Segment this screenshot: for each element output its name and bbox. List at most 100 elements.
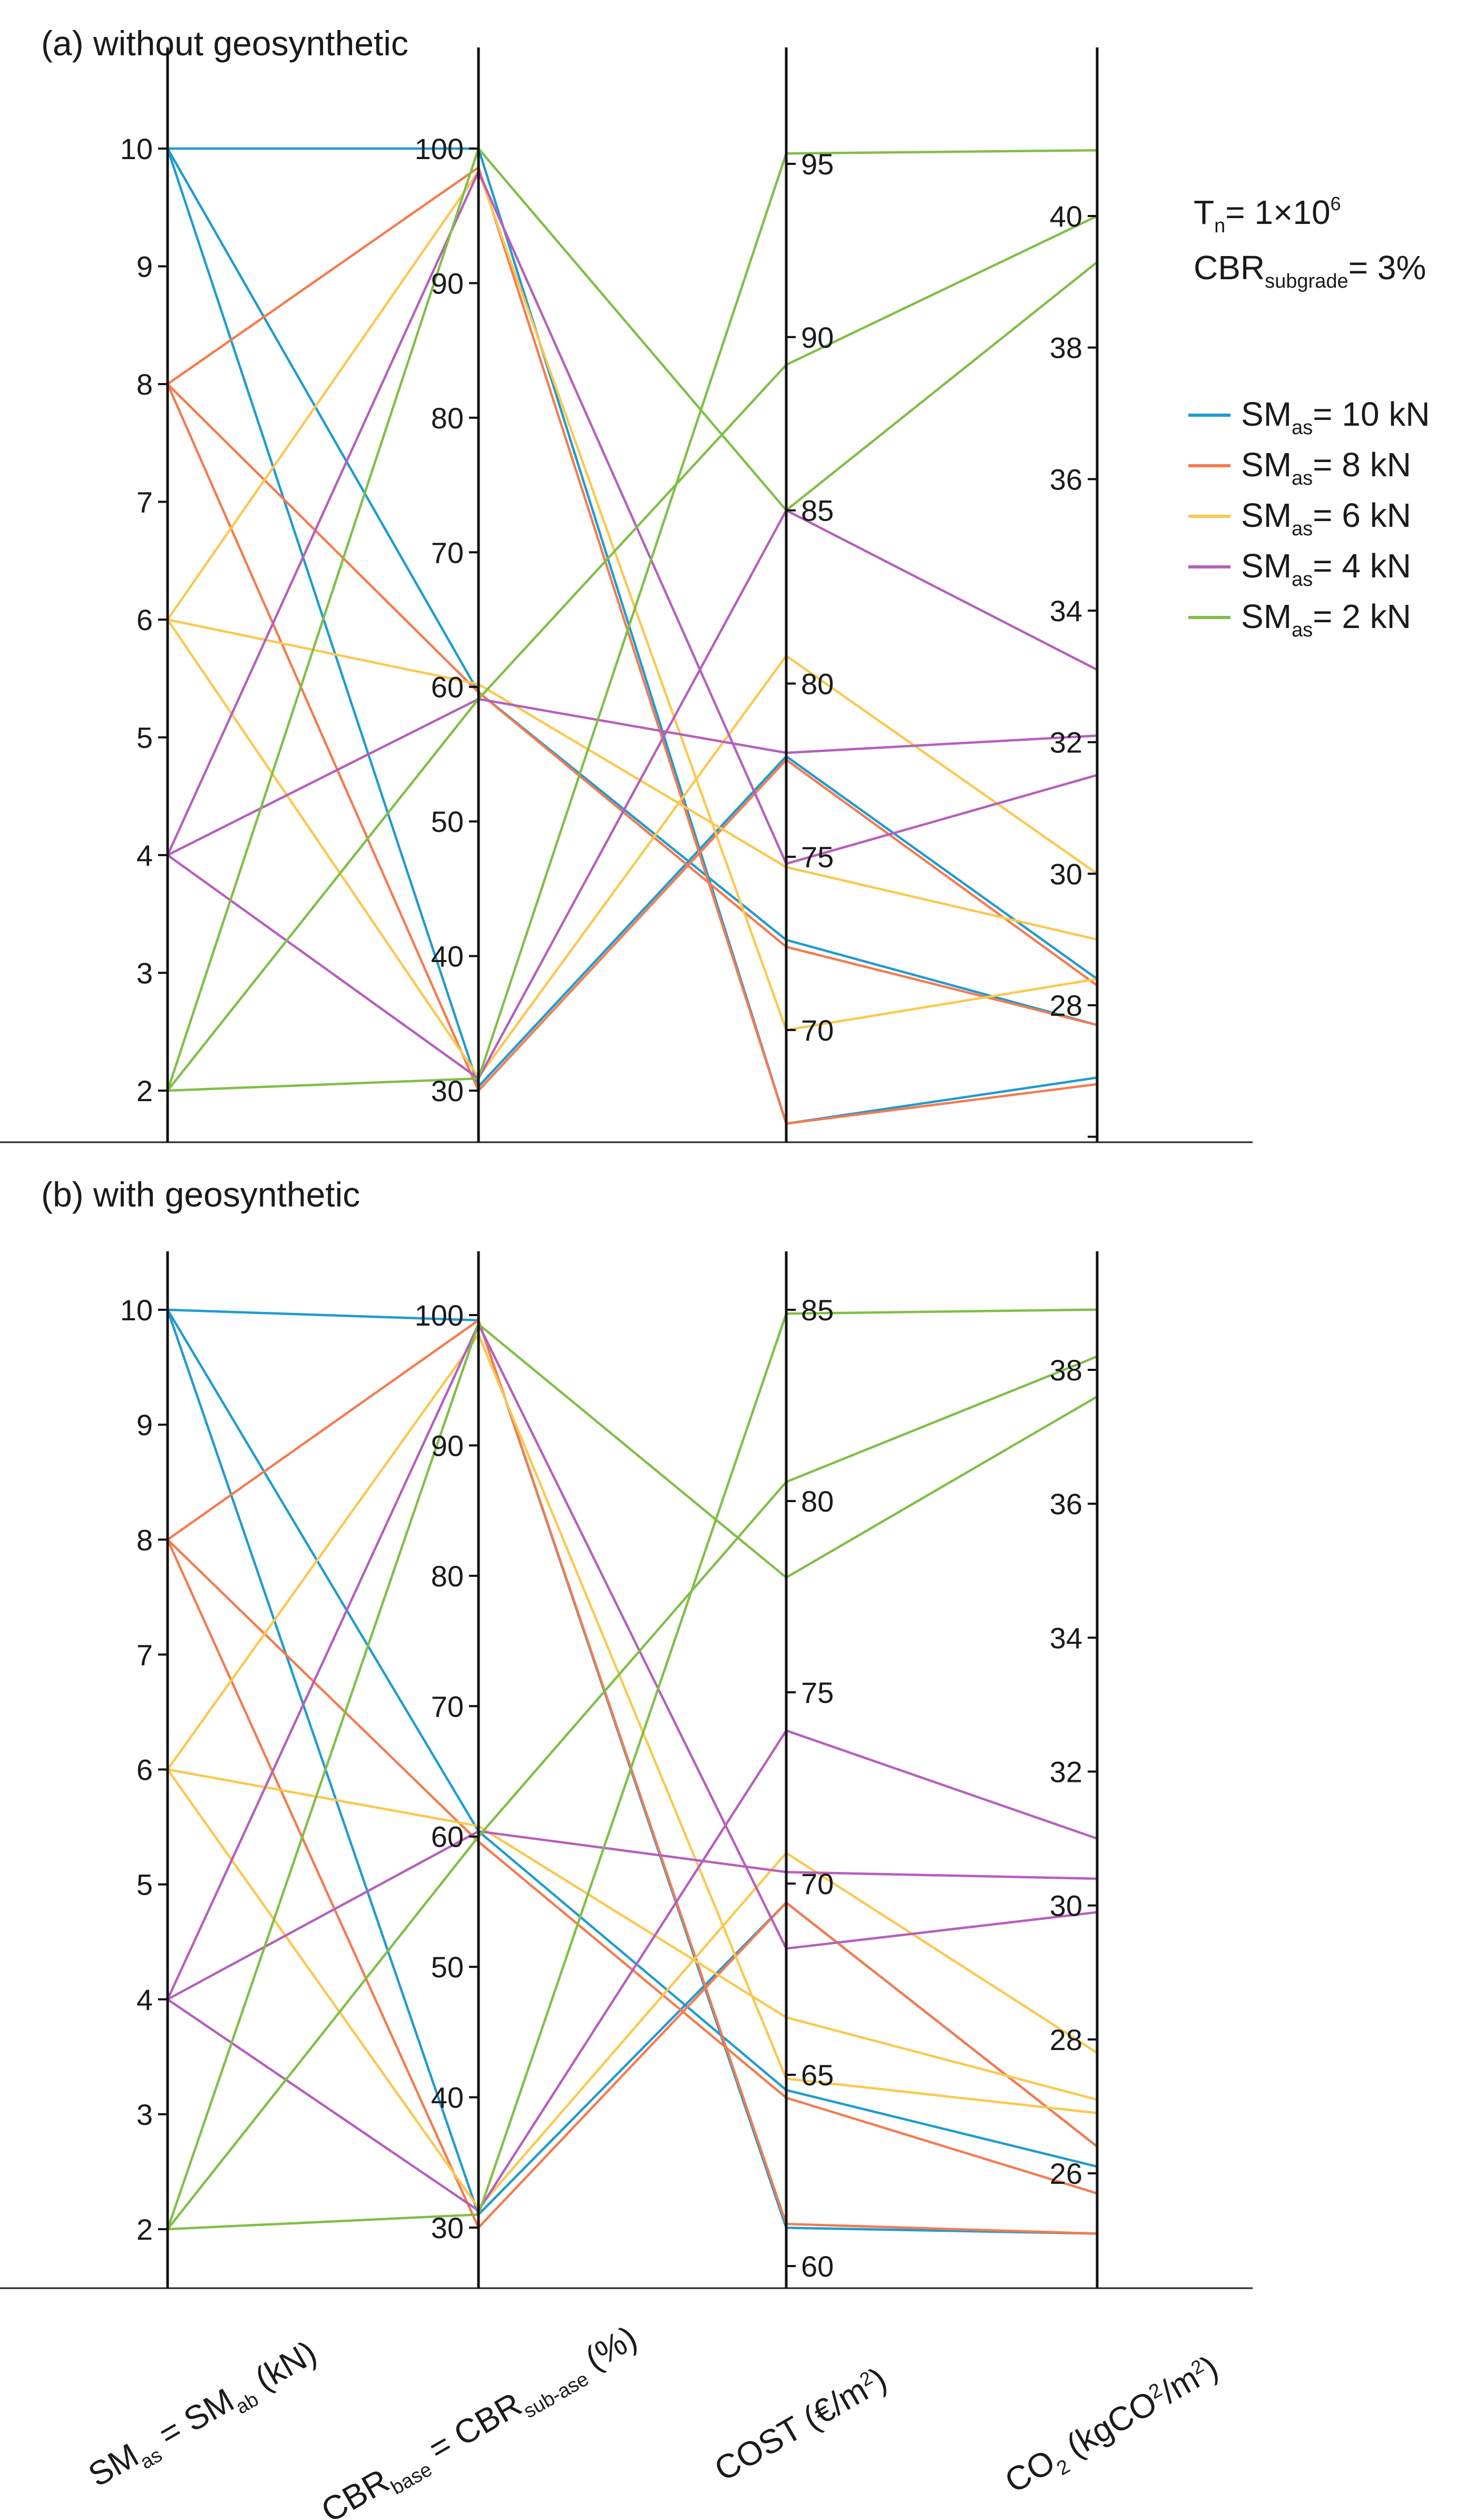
tick-label: 60 — [431, 1820, 464, 1854]
tick-label: 50 — [431, 805, 464, 838]
series-line — [166, 147, 1098, 1091]
tick-label: 36 — [1050, 463, 1082, 496]
tick-label: 32 — [1050, 1756, 1082, 1789]
tick-label: 2 — [136, 2213, 153, 2246]
tick-label: 10 — [120, 132, 153, 165]
tick-label: 60 — [431, 671, 464, 704]
legend-label: SMas= 2 kN — [1241, 597, 1411, 641]
tick-label: 40 — [1050, 200, 1082, 233]
tick-label: 26 — [1050, 2157, 1082, 2190]
tick-label: 90 — [431, 1429, 464, 1462]
tick-label: 70 — [431, 536, 464, 569]
tick-label: 9 — [136, 250, 153, 283]
tick-label: 38 — [1050, 1354, 1082, 1387]
series-line — [167, 383, 1098, 1026]
tick-label: 80 — [431, 401, 464, 435]
series-line — [166, 1323, 1098, 2000]
series-line — [167, 1319, 1098, 2235]
series-line — [168, 147, 1098, 1125]
annotation-tn: Tn= 1×106 — [1194, 193, 1341, 237]
series-line — [166, 1323, 1098, 2230]
tick-label: 28 — [1050, 2023, 1082, 2056]
axis-sm: 10 9 8 7 6 5 4 3 2 — [120, 1251, 169, 2288]
series-line — [167, 170, 1098, 1032]
legend-item: SMas= 2 kN — [1188, 597, 1411, 641]
tick-label: 36 — [1050, 1487, 1082, 1521]
legend-label: SMas= 4 kN — [1241, 547, 1411, 591]
series-line — [167, 698, 1098, 857]
legend-label: SMas= 6 kN — [1241, 496, 1411, 540]
tick-label: 4 — [136, 1983, 153, 2016]
tick-label: 32 — [1050, 726, 1082, 759]
series-line — [167, 166, 1098, 1125]
tick-label: 60 — [801, 2250, 834, 2283]
axis-co2: 40 38 36 34 32 30 28 — [1050, 47, 1099, 1142]
panel-title: (b) with geosynthetic — [41, 1175, 360, 1214]
axis-title-co2: CO2 (kgCO2/m2) — [999, 2348, 1227, 2505]
panel-title: (a) without geosynthetic — [41, 24, 408, 63]
series-line — [166, 170, 1098, 865]
axis-titles: SMas = SMab (kN)CBRbase = CBRsub-ase (%)… — [82, 2318, 1227, 2520]
tick-label: 80 — [801, 667, 834, 700]
legend-item: SMas= 4 kN — [1188, 547, 1411, 591]
series-line — [167, 1729, 1098, 2212]
tick-label: 30 — [1050, 1889, 1082, 1923]
series-line — [167, 1830, 1098, 2001]
series-line — [166, 1539, 1098, 2229]
tick-label: 10 — [120, 1293, 153, 1327]
panel-a: (a) without geosynthetic1098765432100908… — [0, 24, 1253, 1143]
axis-cbr: 100 90 80 70 60 50 40 30 — [415, 1251, 480, 2288]
tick-label: 90 — [801, 321, 834, 354]
series-line — [167, 618, 1098, 941]
series-line — [167, 1768, 1098, 2101]
tick-label: 70 — [801, 1014, 834, 1047]
tick-label: 6 — [136, 1753, 153, 1787]
tick-label: 30 — [431, 1074, 464, 1107]
tick-label: 38 — [1050, 331, 1082, 365]
series-lines — [166, 1308, 1098, 2235]
tick-label: 70 — [801, 1867, 834, 1900]
legend-label: SMas= 8 kN — [1241, 446, 1411, 489]
axis-title-cbr: CBRbase = CBRsub-ase (%) — [315, 2318, 646, 2520]
series-line — [166, 384, 1098, 1092]
axis-title-cost: COST (€/m2) — [708, 2360, 893, 2488]
legend-item: SMas= 10 kN — [1188, 395, 1430, 439]
series-line — [167, 148, 1098, 1026]
panel-b: (b) with geosynthetic1098765432100908070… — [0, 1175, 1253, 2289]
axis-title-sm: SMas = SMab (kN) — [82, 2333, 326, 2499]
legend-label: SMas= 10 kN — [1241, 395, 1430, 439]
series-line — [167, 214, 1098, 1092]
tick-label: 8 — [136, 1523, 153, 1556]
tick-label: 95 — [801, 148, 834, 181]
series-lines — [166, 147, 1098, 1125]
tick-label: 75 — [801, 1676, 834, 1709]
tick-label: 9 — [136, 1408, 153, 1442]
tick-label: 85 — [801, 1293, 834, 1327]
tick-label: 5 — [136, 721, 153, 754]
tick-label: 80 — [801, 1485, 834, 1518]
legend-item: SMas= 8 kN — [1188, 446, 1411, 489]
series-line — [167, 619, 1098, 1078]
annotation-cbr-subgrade: CBRsubgrade= 3% — [1194, 249, 1426, 292]
tick-label: 28 — [1050, 989, 1082, 1022]
tick-label: 4 — [136, 839, 153, 872]
tick-label: 85 — [801, 494, 834, 527]
tick-label: 50 — [431, 1950, 464, 1984]
series-line — [167, 1769, 1098, 2210]
axis-sm: 10 9 8 7 6 5 4 3 2 — [120, 47, 169, 1142]
tick-label: 2 — [136, 1074, 153, 1107]
axis-co2: 38 36 34 32 30 28 26 — [1050, 1251, 1099, 2288]
series-line — [167, 1355, 1098, 2230]
series-line — [167, 1308, 1098, 2231]
tick-label: 100 — [415, 132, 464, 165]
annotation: Tn= 1×106 CBRsubgrade= 3% — [1194, 193, 1426, 292]
series-line — [167, 509, 1098, 1080]
tick-label: 40 — [431, 2081, 464, 2114]
tick-label: 3 — [136, 2098, 153, 2131]
tick-label: 34 — [1050, 594, 1082, 627]
tick-label: 75 — [801, 840, 834, 874]
tick-label: 3 — [136, 957, 153, 990]
tick-label: 7 — [136, 1638, 153, 1671]
tick-label: 8 — [136, 368, 153, 401]
